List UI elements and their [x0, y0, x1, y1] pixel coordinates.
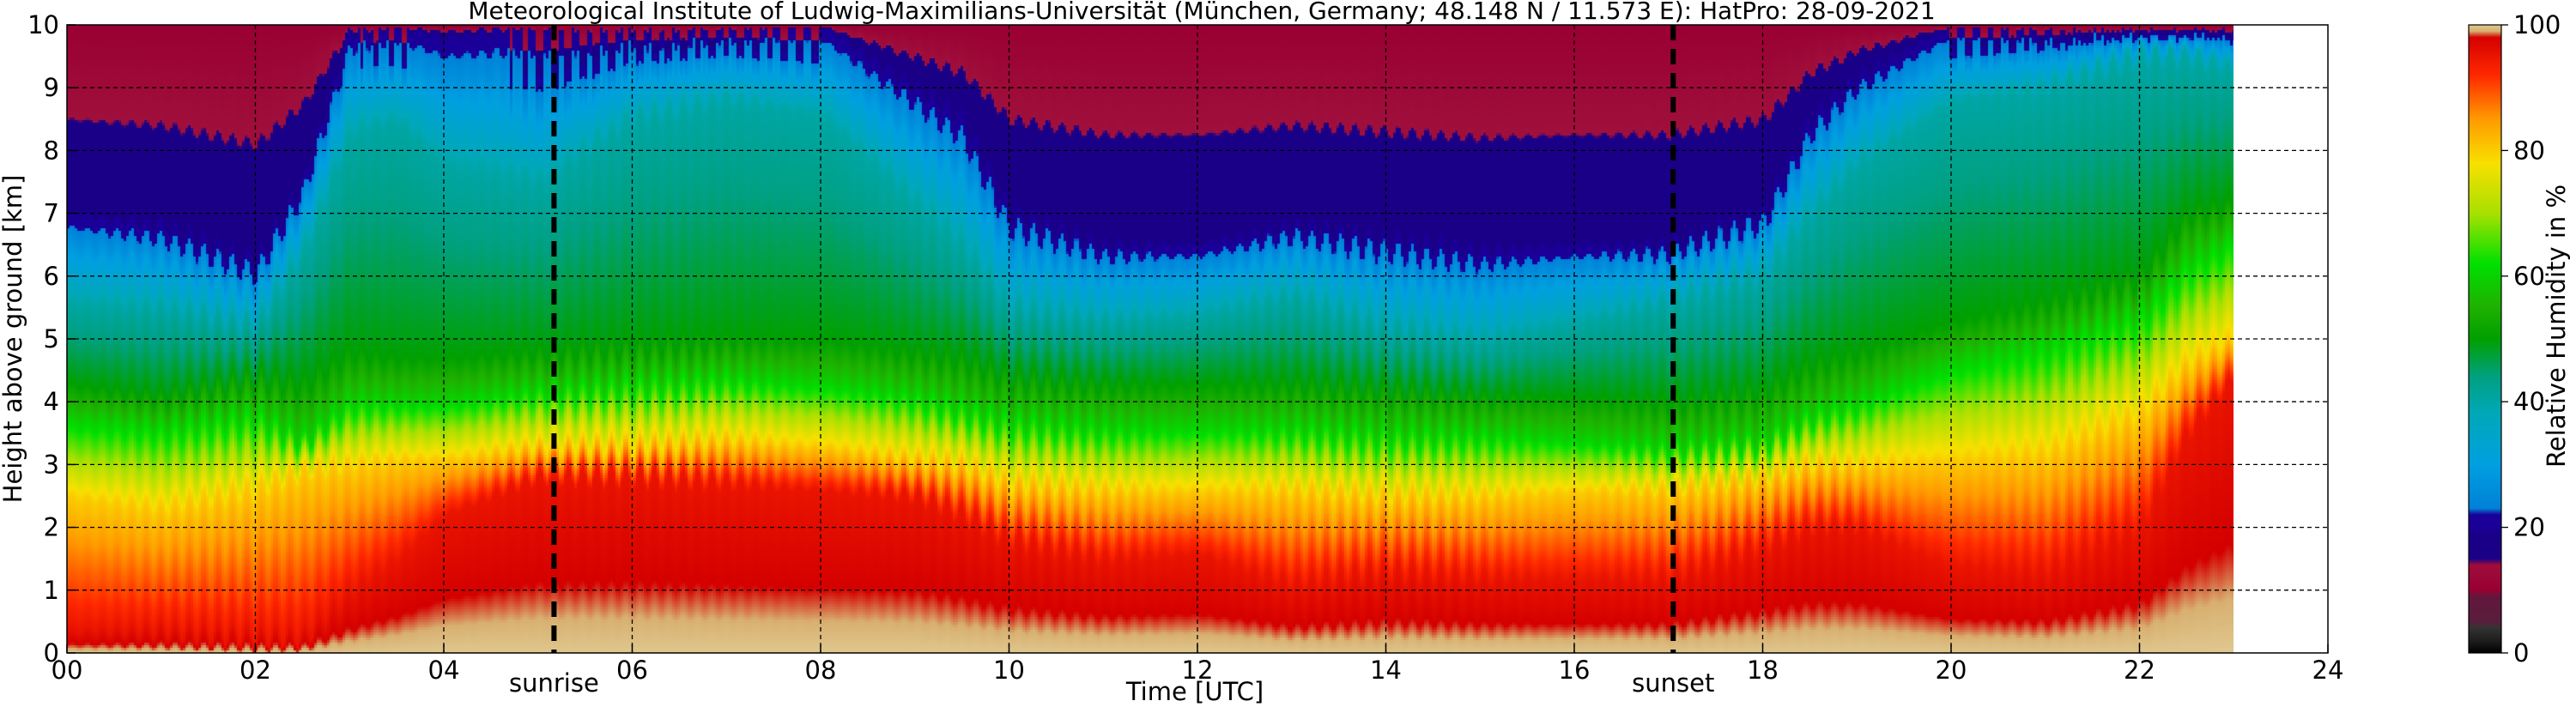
x-tick-label: 20	[1936, 656, 1967, 685]
x-tick-label: 22	[2124, 656, 2155, 685]
x-tick-label: 04	[428, 656, 460, 685]
colorbar-tick-label: 20	[2513, 513, 2545, 542]
y-tick-label: 6	[44, 262, 59, 291]
x-tick-label: 16	[1559, 656, 1591, 685]
colorbar-label: Relative Humidity in %	[2542, 184, 2571, 468]
x-tick-label: 10	[993, 656, 1025, 685]
y-tick-label: 0	[44, 638, 59, 668]
event-markers: sunrise sunset	[509, 25, 1714, 698]
x-tick-label: 06	[616, 656, 648, 685]
x-tick-label: 02	[239, 656, 271, 685]
colorbar-tick-label: 80	[2513, 136, 2545, 165]
y-tick-label: 7	[44, 199, 59, 228]
x-tick-label: 24	[2312, 656, 2344, 685]
x-tick-label: 00	[52, 656, 83, 685]
sunset-label: sunset	[1632, 668, 1714, 698]
y-tick-label: 5	[44, 324, 59, 354]
y-tick-label: 2	[44, 513, 59, 542]
gridlines	[67, 25, 2328, 653]
sunrise-label: sunrise	[509, 668, 599, 698]
colorbar-tick-label: 60	[2513, 262, 2545, 291]
y-tick-label: 10	[27, 10, 59, 39]
x-tick-label: 18	[1747, 656, 1779, 685]
x-tick-label: 08	[805, 656, 837, 685]
colorbar-bar	[2468, 24, 2502, 654]
chart-title: Meteorological Institute of Ludwig-Maxim…	[468, 0, 1935, 25]
x-axis-label: Time [UTC]	[1125, 677, 1264, 706]
colorbar-tick-label: 0	[2513, 638, 2529, 668]
y-tick-label: 4	[44, 387, 59, 416]
x-tick-label: 12	[1182, 656, 1214, 685]
colorbar: 0 20 40 60 80 100	[2468, 10, 2561, 668]
x-tick-label: 14	[1370, 656, 1402, 685]
y-tick-label: 9	[44, 73, 59, 102]
colorbar-tick-label: 100	[2513, 10, 2561, 39]
y-tick-label: 3	[44, 450, 59, 479]
colorbar-tick-label: 40	[2513, 387, 2545, 416]
y-tick-label: 8	[44, 136, 59, 165]
y-tick-label: 1	[44, 576, 59, 605]
y-axis-label: Height above ground [km]	[0, 175, 27, 504]
